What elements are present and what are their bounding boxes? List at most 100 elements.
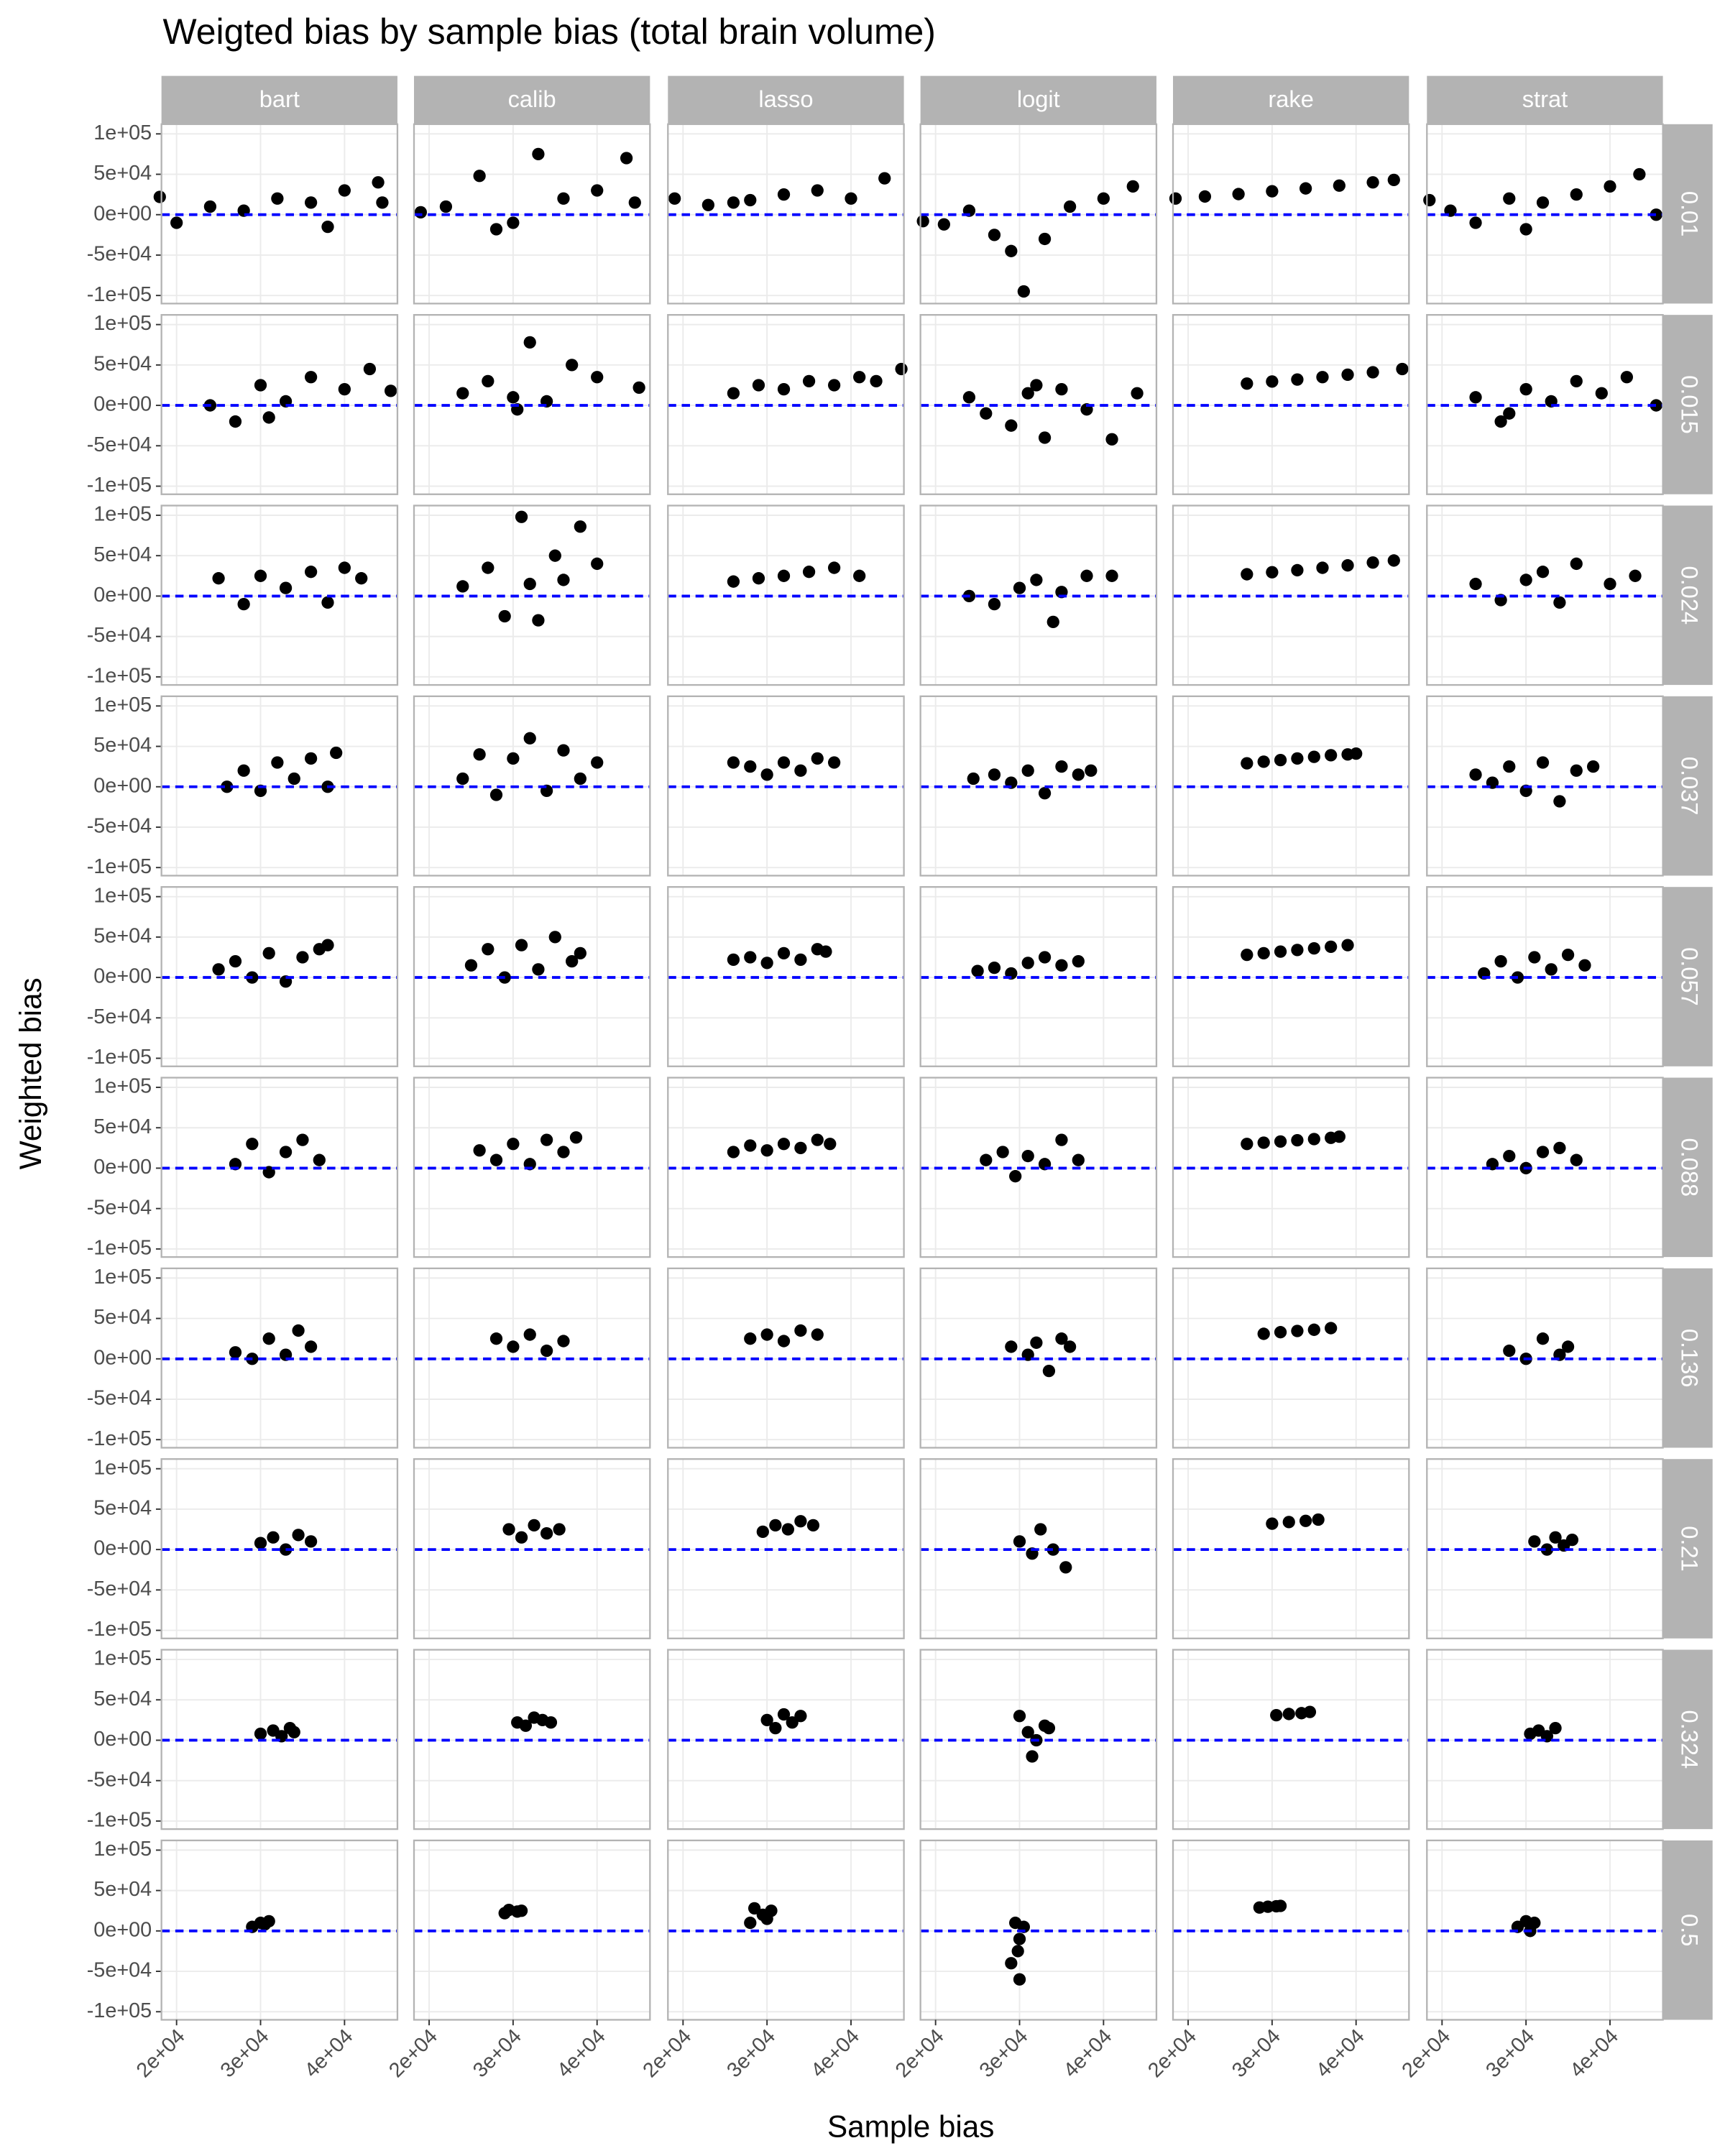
point [338, 382, 351, 396]
point [237, 764, 250, 777]
point [519, 1719, 533, 1732]
point [1570, 1153, 1583, 1166]
point [811, 752, 824, 765]
point [229, 1346, 242, 1359]
row-strip [1662, 887, 1713, 1067]
y-tick-label: 5e+04 [93, 924, 152, 947]
point [1021, 764, 1034, 777]
panel-border [413, 1649, 651, 1830]
point [1604, 577, 1616, 591]
y-tick-label: -1e+05 [87, 664, 152, 687]
point [212, 572, 225, 585]
point [1241, 757, 1254, 770]
panel-border [413, 1077, 651, 1258]
point [1291, 1134, 1304, 1147]
panel-border [1172, 313, 1410, 495]
point [988, 961, 1001, 975]
column-strip-label: bart [259, 86, 300, 112]
row-strip [1662, 1649, 1713, 1830]
point [628, 196, 641, 209]
point [1325, 940, 1338, 954]
point [1291, 373, 1304, 386]
y-tick-label: 1e+05 [93, 1075, 152, 1098]
point [1059, 1561, 1072, 1574]
column-strip [161, 75, 397, 124]
panel-border [919, 886, 1158, 1067]
point [1274, 945, 1287, 958]
panel-border [919, 505, 1158, 686]
point [794, 953, 807, 967]
panel-border [1426, 505, 1664, 686]
y-tick-label: -1e+05 [87, 1236, 152, 1259]
point [1046, 1543, 1059, 1556]
row-strip-label: 0.015 [1677, 375, 1703, 434]
point [1570, 764, 1583, 777]
panel-border [413, 1458, 651, 1639]
y-tick-label: -1e+05 [87, 1999, 152, 2022]
point [1366, 366, 1379, 379]
point [1570, 188, 1583, 201]
point [304, 566, 318, 579]
y-tick-label: 5e+04 [93, 1115, 152, 1138]
panel-border [1426, 1458, 1664, 1639]
point [1055, 1332, 1068, 1345]
point [1503, 407, 1516, 420]
point [1578, 959, 1591, 972]
row-strip [1662, 505, 1713, 686]
point [806, 1519, 820, 1532]
y-tick-label: -5e+04 [87, 1768, 152, 1791]
column-strip [414, 75, 650, 124]
panel-border [160, 1839, 399, 2021]
y-tick-label: 5e+04 [93, 162, 152, 185]
point [1396, 362, 1409, 376]
point [1570, 374, 1583, 387]
point [1270, 1708, 1283, 1722]
point [727, 575, 740, 588]
point [313, 1153, 326, 1166]
point [1503, 192, 1516, 205]
point [668, 192, 681, 205]
point [1013, 1973, 1026, 1986]
panel-border [413, 505, 651, 686]
point [1021, 957, 1034, 969]
point [279, 581, 293, 594]
point [296, 1133, 309, 1146]
panel-border [413, 1267, 651, 1449]
point [523, 732, 536, 745]
y-tick-label: 5e+04 [93, 734, 152, 757]
point [1519, 573, 1532, 586]
y-tick-label: 1e+05 [93, 312, 152, 335]
point [540, 1133, 553, 1146]
panel-border [919, 123, 1158, 305]
point [482, 943, 494, 956]
panel-border [919, 1839, 1158, 2021]
point [988, 598, 1001, 611]
panel-border [667, 1458, 905, 1639]
point [221, 780, 234, 793]
point [566, 359, 579, 372]
point [267, 1531, 280, 1544]
y-tick-label: -1e+05 [87, 283, 152, 306]
point [1013, 1710, 1026, 1723]
point [1274, 754, 1287, 767]
point [845, 192, 857, 205]
point [1528, 951, 1541, 964]
point [1169, 192, 1182, 205]
point [1519, 382, 1532, 396]
point [1026, 1750, 1039, 1763]
point [962, 391, 976, 404]
point [1257, 755, 1270, 768]
point [827, 756, 841, 769]
point [1105, 433, 1118, 446]
point [1038, 431, 1052, 444]
point [1536, 196, 1550, 209]
point [1241, 948, 1254, 962]
point [532, 963, 545, 976]
y-tick-label: 1e+05 [93, 1266, 152, 1289]
row-strip-label: 0.21 [1677, 1526, 1703, 1572]
panel-border [413, 1839, 651, 2021]
point [802, 566, 816, 579]
point [1620, 371, 1633, 384]
point [1604, 180, 1616, 193]
